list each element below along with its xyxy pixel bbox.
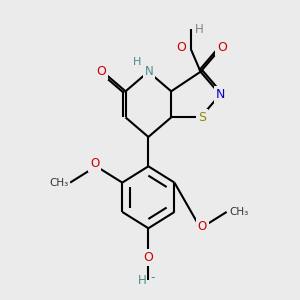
Text: O: O	[90, 157, 99, 170]
Text: S: S	[198, 111, 206, 124]
Text: O: O	[96, 65, 106, 78]
Text: N: N	[215, 88, 225, 101]
Text: H: H	[194, 23, 203, 36]
Text: O: O	[176, 41, 186, 54]
Text: CH₃: CH₃	[230, 207, 249, 217]
Text: N: N	[145, 64, 153, 78]
Text: CH₃: CH₃	[49, 178, 68, 188]
Text: O: O	[217, 41, 227, 54]
Text: O: O	[197, 220, 207, 233]
Text: O: O	[143, 251, 153, 264]
Text: -: -	[150, 271, 154, 284]
Text: H: H	[133, 57, 141, 67]
Text: H: H	[137, 274, 146, 287]
